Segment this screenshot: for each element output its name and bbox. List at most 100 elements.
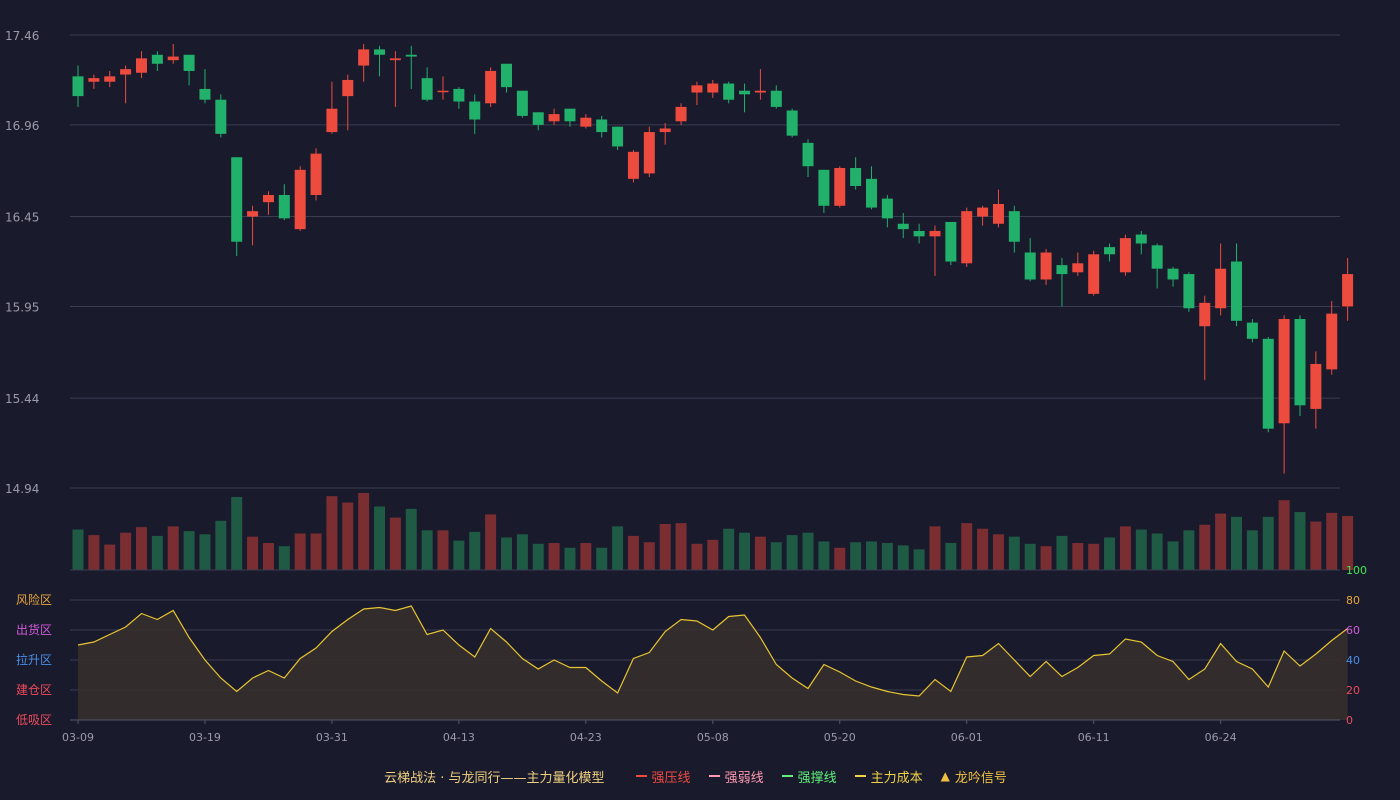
candle: [104, 70, 116, 88]
candle-body: [739, 90, 751, 95]
legend-label: 龙吟信号: [954, 770, 1007, 786]
candle: [1215, 243, 1227, 316]
candle: [548, 108, 560, 125]
volume-bar: [548, 543, 560, 570]
price-axis: 17.46 16.96 16.45 15.95 15.44 14.94: [5, 29, 39, 496]
x-tick-label: 05-20: [824, 731, 856, 744]
candle: [850, 157, 862, 190]
legend-item-strong-resistance[interactable]: 强压线: [635, 767, 691, 786]
candle: [564, 108, 576, 127]
candle: [1326, 301, 1338, 375]
volume-bar: [1246, 530, 1258, 570]
indicator-tick-label: 60: [1346, 624, 1360, 637]
volume-bar: [374, 506, 386, 570]
candle-body: [1135, 234, 1147, 244]
candle-body: [215, 99, 227, 134]
candle: [374, 45, 386, 77]
candle: [580, 114, 592, 129]
volume-bar: [310, 533, 322, 570]
candle: [151, 51, 163, 71]
candle-body: [500, 63, 512, 88]
legend-item-main-cost[interactable]: 主力成本: [854, 767, 923, 786]
volume-bar: [500, 537, 512, 570]
candle: [1294, 315, 1306, 417]
candle-body: [850, 168, 862, 186]
candle: [1246, 319, 1258, 343]
candle: [1119, 234, 1131, 276]
candle: [500, 63, 512, 93]
candle: [1056, 257, 1068, 307]
candle: [643, 126, 655, 178]
candle-body: [120, 69, 132, 75]
candle: [866, 166, 877, 210]
candle-body: [485, 70, 497, 104]
candle-body: [1072, 263, 1084, 273]
zone-label: 低吸区: [16, 713, 52, 727]
volume-bar: [294, 533, 306, 570]
x-tick-label: 06-01: [951, 731, 983, 744]
volume-bar: [199, 534, 211, 570]
volume-bar: [1088, 543, 1100, 570]
candle-body: [1024, 252, 1036, 280]
candle: [183, 54, 195, 86]
candle: [612, 126, 624, 151]
candle: [389, 51, 401, 107]
candle-body: [548, 114, 560, 122]
volume-bar: [1215, 513, 1227, 570]
volume-bar: [1135, 529, 1147, 570]
volume-bar: [770, 542, 782, 570]
candle-body: [88, 78, 100, 82]
candle-body: [1056, 265, 1068, 275]
zone-label: 拉升区: [16, 652, 52, 667]
volume-bar: [389, 517, 401, 570]
candle-body: [1231, 261, 1243, 321]
volume-bar: [881, 543, 893, 570]
legend-item-dragon-signal[interactable]: ▲ 龙吟信号: [941, 767, 1007, 786]
legend-item-strength-line[interactable]: 强弱线: [708, 767, 764, 786]
candle: [770, 85, 782, 109]
candle-body: [262, 194, 274, 203]
candle: [167, 43, 179, 64]
candle-body: [913, 230, 925, 237]
volume-bar: [977, 528, 989, 570]
candle: [627, 150, 639, 183]
candle-body: [596, 119, 608, 133]
candle-body: [278, 194, 290, 219]
candle-body: [818, 169, 830, 206]
candle: [199, 69, 211, 104]
candle: [929, 225, 941, 276]
candle-body: [802, 142, 814, 167]
volume-bar: [612, 526, 624, 570]
volume-bar: [1262, 516, 1274, 570]
volume-bar: [437, 530, 449, 570]
indicator-tick-label: 40: [1346, 654, 1360, 667]
volume-bar: [992, 534, 1004, 570]
candle-body: [532, 112, 544, 125]
candle-body: [294, 169, 306, 230]
indicator-tick-label: 0: [1346, 714, 1353, 727]
volume-bar: [151, 535, 163, 570]
candle: [1088, 250, 1100, 296]
candle: [818, 169, 830, 213]
volume-bar: [913, 549, 925, 570]
candle-body: [992, 203, 1004, 224]
indicator-tick-label: 80: [1346, 594, 1360, 607]
candle: [723, 81, 735, 104]
candle: [516, 90, 528, 118]
volume-bar: [1056, 535, 1068, 570]
volume-bar: [945, 543, 957, 570]
volume-bar: [405, 508, 417, 570]
legend-item-strong-support[interactable]: 强撑线: [781, 767, 837, 786]
volume-bar: [754, 536, 766, 570]
volume-bar: [1119, 526, 1131, 570]
volume-bar: [278, 546, 290, 570]
volume-bar: [183, 531, 195, 570]
legend-title: 云梯战法 · 与龙同行——主力量化模型: [384, 770, 605, 786]
candle-body: [1167, 268, 1179, 280]
x-axis: 03-09 03-19 03-31 04-13 04-23 05-08 05-20 06-01…: [62, 719, 1340, 744]
candle: [945, 221, 957, 266]
candle-body: [437, 90, 449, 93]
x-tick-label: 04-13: [443, 731, 475, 744]
